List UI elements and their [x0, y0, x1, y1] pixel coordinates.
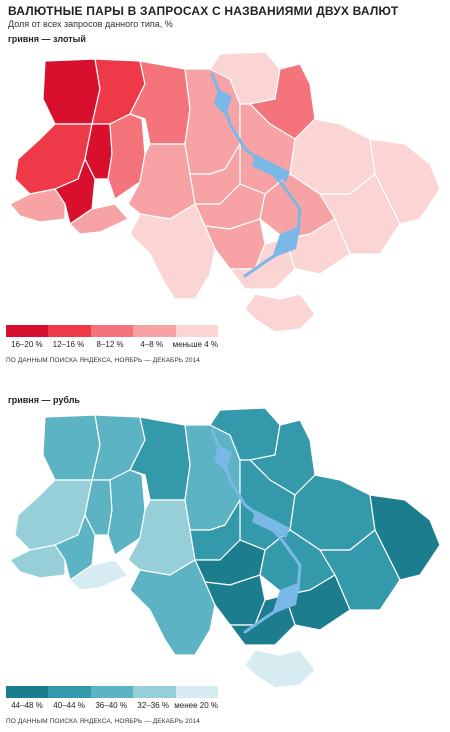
- region-donetsk: [319, 173, 401, 255]
- legend-label: 40–44 %: [53, 701, 85, 710]
- legend-swatch: [175, 686, 219, 698]
- legend-swatch: [90, 325, 134, 337]
- region-crimea: [244, 649, 316, 689]
- region-ivano-frankivsk: [54, 514, 96, 581]
- region-volyn: [42, 414, 101, 481]
- region-chernivtsi: [69, 559, 129, 591]
- region-odesa: [129, 203, 216, 300]
- source-note-ruble: ПО ДАННЫМ ПОИСКА ЯНДЕКСА, НОЯБРЬ — ДЕКАБ…: [6, 718, 200, 725]
- kremenchuk-reservoir: [252, 154, 290, 182]
- legend-label: 16–20 %: [11, 340, 43, 349]
- map-label-zloty: гривня — злотый: [8, 34, 86, 44]
- legend-label: 36–40 %: [95, 701, 127, 710]
- map-ruble: [9, 407, 441, 689]
- kakhovka-reservoir: [272, 582, 300, 614]
- legend-swatch: [6, 325, 49, 337]
- legend-swatch: [48, 325, 91, 337]
- legend-label: меньше 4 %: [172, 340, 218, 349]
- region-zakarpattia: [9, 188, 66, 223]
- page-title: ВАЛЮТНЫЕ ПАРЫ В ЗАПРОСАХ С НАЗВАНИЯМИ ДВ…: [8, 4, 399, 18]
- legend-label: 12–16 %: [52, 340, 85, 349]
- legend-swatch: [6, 686, 49, 698]
- legend-label: 44–48 %: [11, 701, 43, 710]
- region-crimea: [244, 293, 316, 333]
- legend-label: 4–8 %: [140, 340, 164, 349]
- kremenchuk-reservoir: [252, 510, 290, 538]
- region-chernivtsi: [69, 203, 129, 235]
- legend-label: 32–36 %: [137, 701, 170, 710]
- legend-label: менее 20 %: [174, 701, 218, 710]
- kyiv-reservoir: [214, 445, 232, 472]
- legend-swatch: [133, 686, 176, 698]
- region-volyn: [42, 58, 101, 125]
- legend-label: 8–12 %: [96, 340, 124, 349]
- legend-zloty: [6, 325, 219, 337]
- legend-swatch: [48, 686, 91, 698]
- source-note-zloty: ПО ДАННЫМ ПОИСКА ЯНДЕКСА, НОЯБРЬ — ДЕКАБ…: [6, 357, 200, 364]
- legend-labels-zloty: 16–20 % 12–16 % 8–12 % 4–8 % меньше 4 %: [6, 340, 218, 349]
- map-label-ruble: гривня — рубль: [8, 395, 80, 405]
- region-zakarpattia: [9, 544, 66, 579]
- map-zloty: [9, 51, 441, 333]
- legend-swatch: [133, 325, 176, 337]
- legend-swatch: [90, 686, 134, 698]
- legend-labels-ruble: 44–48 % 40–44 % 36–40 % 32–36 % менее 20…: [6, 701, 218, 710]
- kyiv-reservoir: [214, 89, 232, 116]
- legend-ruble: [6, 686, 219, 698]
- kakhovka-reservoir: [272, 226, 300, 258]
- region-odesa: [129, 559, 216, 656]
- legend-swatch: [175, 325, 219, 337]
- page-subtitle: Доля от всех запросов данного типа, %: [8, 19, 173, 29]
- region-ivano-frankivsk: [54, 158, 96, 225]
- region-donetsk: [319, 529, 401, 611]
